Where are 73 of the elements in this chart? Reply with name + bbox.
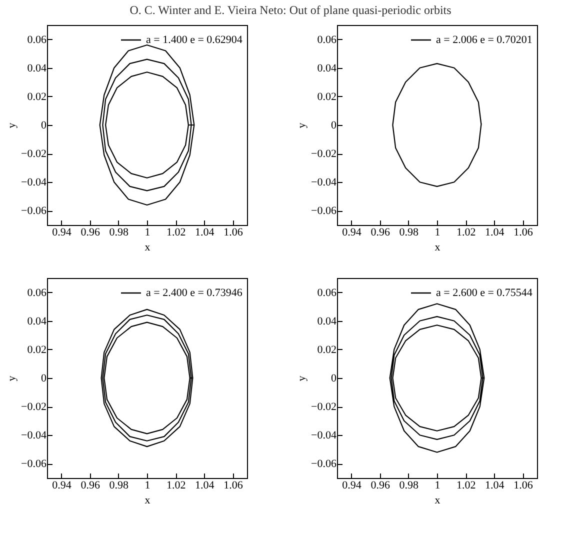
text: O. C. Winter and E. Vieira Neto: Out of plane quasi-periodic orbits	[128, 2, 452, 19]
x-tick-label: 1.04	[195, 480, 215, 492]
line-series	[392, 63, 482, 187]
y-tick-label: −0.06	[21, 205, 47, 218]
x-axis-title: x	[434, 494, 441, 506]
x-axis-title: x	[434, 242, 441, 254]
legend-label: a = 2.400 e = 0.73946	[146, 287, 243, 299]
y-tick-label: 0.06	[317, 34, 337, 46]
y-tick-label: −0.06	[311, 205, 337, 218]
x-tick-label: 0.94	[52, 480, 72, 492]
x-tick-label: 0.98	[109, 480, 130, 492]
x-tick-label: 1.06	[224, 480, 244, 492]
x-tick-label: 1	[144, 226, 150, 238]
y-tick-label: 0.02	[317, 344, 336, 356]
x-axis-title: x	[144, 242, 151, 254]
x-tick-label: 0.98	[109, 226, 130, 238]
x-axis-title: x	[144, 494, 151, 506]
y-tick-label: 0.04	[27, 62, 47, 74]
y-tick-label: −0.04	[21, 430, 47, 442]
y-tick-label: 0.04	[27, 315, 47, 328]
x-tick-label: 0.96	[80, 226, 100, 238]
line-series	[99, 44, 195, 206]
y-axis-title: y	[296, 122, 308, 128]
y-tick-label: 0	[331, 372, 337, 384]
legend-label: a = 2.006 e = 0.70201	[436, 34, 532, 46]
x-tick-label: 0.96	[370, 226, 390, 238]
x-tick-label: 0.98	[399, 480, 420, 492]
x-tick-label: 1.02	[166, 226, 186, 238]
x-tick-label: 0.94	[342, 480, 362, 492]
x-tick-label: 1.04	[195, 226, 215, 238]
x-tick-label: 1	[434, 480, 440, 492]
y-tick-label: 0.04	[317, 62, 337, 74]
y-tick-label: −0.06	[311, 458, 337, 470]
y-tick-label: 0	[331, 120, 337, 132]
x-tick-label: 1	[434, 226, 440, 238]
y-tick-label: −0.02	[311, 401, 336, 414]
y-axis-title: y	[6, 375, 18, 382]
x-tick-label: 1.02	[166, 480, 186, 492]
y-tick-label: 0.06	[27, 286, 47, 299]
x-tick-label: 1.02	[456, 480, 476, 492]
x-tick-label: 0.94	[342, 226, 362, 238]
y-tick-label: 0	[41, 120, 47, 132]
y-tick-label: −0.04	[21, 176, 47, 189]
line-series	[100, 308, 194, 448]
legend-label: a = 1.400 e = 0.62904	[146, 34, 243, 46]
y-tick-label: −0.02	[311, 148, 336, 160]
x-tick-label: 1.06	[224, 226, 244, 238]
x-tick-label: 0.96	[80, 480, 100, 492]
y-axis-title: y	[6, 122, 18, 128]
y-axis-title: y	[296, 375, 308, 382]
y-tick-label: −0.02	[21, 401, 46, 414]
y-tick-label: 0.02	[317, 90, 336, 103]
legend-label: a = 2.600 e = 0.75544	[436, 287, 533, 299]
x-tick-label: 1	[144, 480, 150, 492]
x-tick-label: 0.98	[399, 226, 420, 238]
y-tick-label: 0.06	[317, 286, 337, 299]
y-tick-label: 0.02	[27, 90, 46, 103]
y-tick-label: −0.04	[311, 430, 337, 442]
y-tick-label: 0.06	[27, 34, 47, 46]
x-tick-label: 0.96	[370, 480, 390, 492]
y-tick-label: 0	[41, 372, 47, 384]
x-tick-label: 1.04	[485, 480, 505, 492]
y-tick-label: −0.02	[21, 148, 46, 160]
x-tick-label: 1.06	[514, 480, 534, 492]
x-tick-label: 1.02	[456, 226, 476, 238]
x-tick-label: 1.04	[485, 226, 505, 238]
y-tick-label: 0.02	[27, 344, 46, 356]
y-tick-label: −0.06	[21, 458, 47, 470]
x-tick-label: 0.94	[52, 226, 72, 238]
x-tick-label: 1.06	[514, 226, 534, 238]
y-tick-label: 0.04	[317, 315, 337, 328]
line-series	[389, 303, 485, 453]
y-tick-label: −0.04	[311, 176, 337, 189]
